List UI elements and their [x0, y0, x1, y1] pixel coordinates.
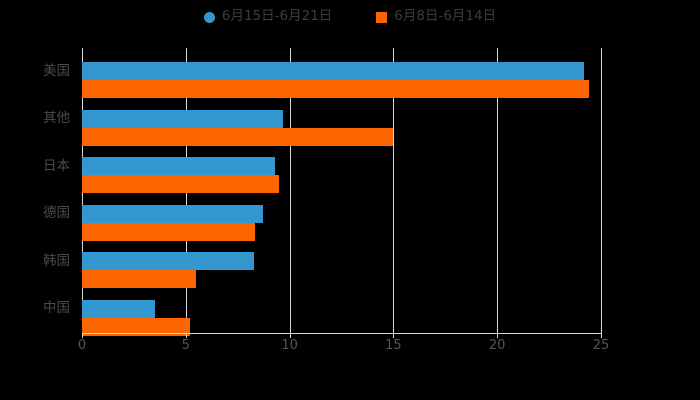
plot-area: [82, 48, 602, 336]
y-axis-label-2: 日本: [43, 157, 70, 174]
x-tick-mark-15: [393, 333, 395, 338]
bar-5-series-0[interactable]: [82, 299, 155, 318]
bar-5-series-1[interactable]: [82, 317, 190, 336]
y-axis-label-1: 其他: [43, 110, 70, 127]
gridline-x-15: [393, 48, 395, 333]
gridline-x-10: [289, 48, 291, 333]
legend-label-series-1: 6月8日-6月14日: [394, 8, 497, 25]
bar-4-series-1[interactable]: [82, 270, 197, 288]
x-tick-mark-25: [601, 333, 602, 338]
x-tick-mark-10: [289, 333, 291, 338]
bar-1-series-0[interactable]: [82, 109, 284, 128]
x-tick-label-20: 20: [488, 338, 506, 353]
bar-1-series-1[interactable]: [82, 127, 394, 146]
bar-3-series-1[interactable]: [82, 222, 256, 241]
legend-label-series-0: 6月15日-6月21日: [221, 8, 333, 25]
y-axis-label-5: 中国: [43, 300, 70, 317]
x-tick-label-0: 0: [77, 338, 87, 353]
bar-group-5: [82, 286, 601, 336]
chart-legend: 6月15日-6月21日 6月8日-6月14日: [0, 4, 700, 30]
legend-item-series-0[interactable]: 6月15日-6月21日: [203, 8, 333, 25]
bar-group-3: [82, 191, 601, 241]
legend-marker-circle-icon: [203, 11, 215, 23]
y-axis-label-4: 韩国: [43, 252, 70, 269]
y-axis-labels: 美国其他日本德国韩国中国: [0, 48, 82, 333]
gridline-x-25: [601, 48, 602, 333]
bar-group-4: [82, 238, 601, 288]
gridline-x-20: [497, 48, 499, 333]
bar-group-2: [82, 143, 601, 193]
x-tick-mark-5: [185, 333, 187, 338]
bar-4-series-0[interactable]: [82, 252, 255, 270]
bar-0-series-0[interactable]: [82, 62, 585, 80]
bar-0-series-1[interactable]: [82, 80, 589, 98]
legend-marker-square-icon: [376, 11, 388, 23]
legend-item-series-1[interactable]: 6月8日-6月14日: [376, 10, 496, 24]
x-tick-label-15: 15: [385, 338, 402, 353]
x-tick-label-10: 10: [281, 338, 298, 353]
y-axis-label-0: 美国: [43, 62, 70, 79]
x-tick-mark-0: [82, 333, 83, 338]
bar-3-series-0[interactable]: [82, 204, 263, 223]
bar-2-series-1[interactable]: [82, 175, 280, 193]
bar-2-series-0[interactable]: [82, 157, 276, 175]
x-axis-line: [82, 333, 602, 334]
bar-group-1: [82, 96, 601, 146]
y-axis-label-3: 德国: [43, 205, 70, 222]
x-tick-mark-20: [497, 333, 499, 338]
x-tick-label-25: 25: [592, 338, 610, 353]
bar-group-0: [82, 48, 601, 98]
x-tick-label-5: 5: [181, 338, 190, 353]
